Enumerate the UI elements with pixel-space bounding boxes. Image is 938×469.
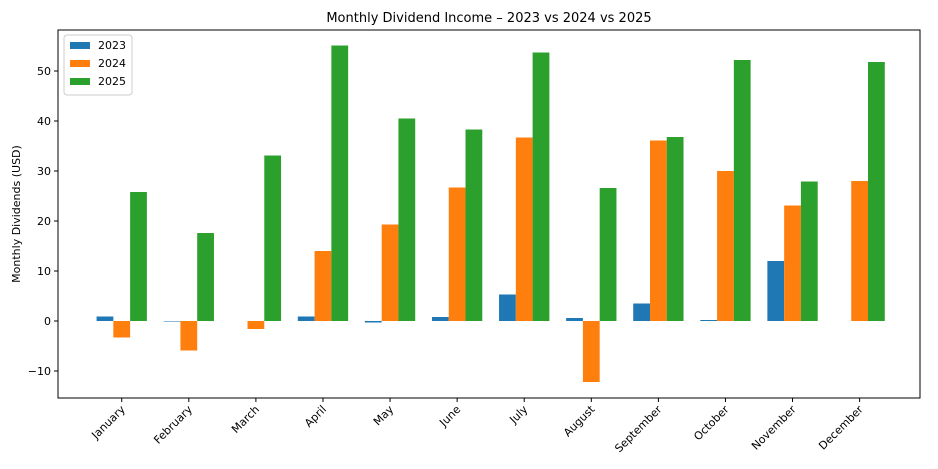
x-tick-label: January: [88, 403, 128, 443]
bar: [784, 205, 801, 321]
x-tick-label: June: [436, 403, 463, 430]
x-tick-label: February: [151, 403, 195, 447]
y-axis-label: Monthly Dividends (USD): [10, 145, 23, 283]
bar: [163, 321, 181, 322]
bar: [599, 188, 617, 321]
plot-frame: [57, 29, 921, 399]
legend-swatch: [70, 78, 90, 85]
bar: [767, 261, 785, 321]
y-tick-label: 50: [37, 65, 51, 78]
bar: [499, 294, 516, 321]
y-tick-label: 30: [37, 165, 51, 178]
bar: [264, 155, 282, 321]
chart-title: Monthly Dividend Income – 2023 vs 2024 v…: [326, 11, 651, 26]
bar: [717, 171, 734, 321]
legend-label: 2023: [98, 39, 126, 52]
bar: [331, 45, 349, 321]
legend-swatch: [70, 42, 90, 49]
bar: [566, 318, 583, 321]
x-tick-label: April: [302, 403, 329, 430]
bar: [700, 320, 718, 321]
legend: 2023 2024 2025: [63, 34, 133, 96]
y-tick-label: 40: [37, 115, 51, 128]
legend-label: 2024: [98, 57, 126, 70]
bar: [515, 137, 533, 321]
bar: [633, 303, 650, 321]
y-tick-label: −10: [28, 365, 51, 378]
x-tick-label: March: [229, 403, 262, 436]
bar: [532, 52, 550, 321]
bar: [398, 118, 416, 321]
bar: [868, 62, 885, 321]
bar: [197, 233, 214, 321]
legend-swatch: [70, 60, 90, 67]
x-tick-label: May: [371, 403, 397, 429]
bar: [465, 129, 483, 321]
y-tick-label: 20: [37, 215, 51, 228]
bar: [130, 192, 147, 321]
x-tick-label: September: [612, 403, 665, 456]
bar: [649, 140, 667, 321]
bar: [247, 321, 265, 329]
x-tick-label: October: [691, 403, 732, 444]
x-tick-label: November: [749, 403, 799, 453]
bar: [800, 181, 818, 321]
y-tick-label: 0: [44, 315, 51, 328]
bar: [96, 316, 114, 321]
bar: [180, 321, 198, 351]
bar: [448, 187, 466, 321]
bar: [582, 321, 600, 382]
x-tick-label: July: [506, 403, 530, 427]
x-tick-label: August: [561, 402, 598, 439]
legend-label: 2025: [98, 75, 126, 88]
y-tick-label: 10: [37, 265, 51, 278]
bar: [297, 316, 315, 321]
bar: [113, 321, 131, 338]
x-tick-label: December: [816, 403, 866, 453]
bar: [314, 251, 332, 321]
bar: [666, 137, 684, 321]
bar: [733, 60, 751, 321]
bar: [851, 181, 869, 321]
bar: [381, 224, 399, 321]
bar: [364, 321, 382, 323]
bar: [431, 317, 449, 321]
